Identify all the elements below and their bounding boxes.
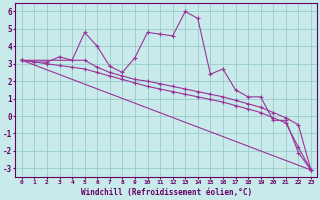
X-axis label: Windchill (Refroidissement éolien,°C): Windchill (Refroidissement éolien,°C) bbox=[81, 188, 252, 197]
